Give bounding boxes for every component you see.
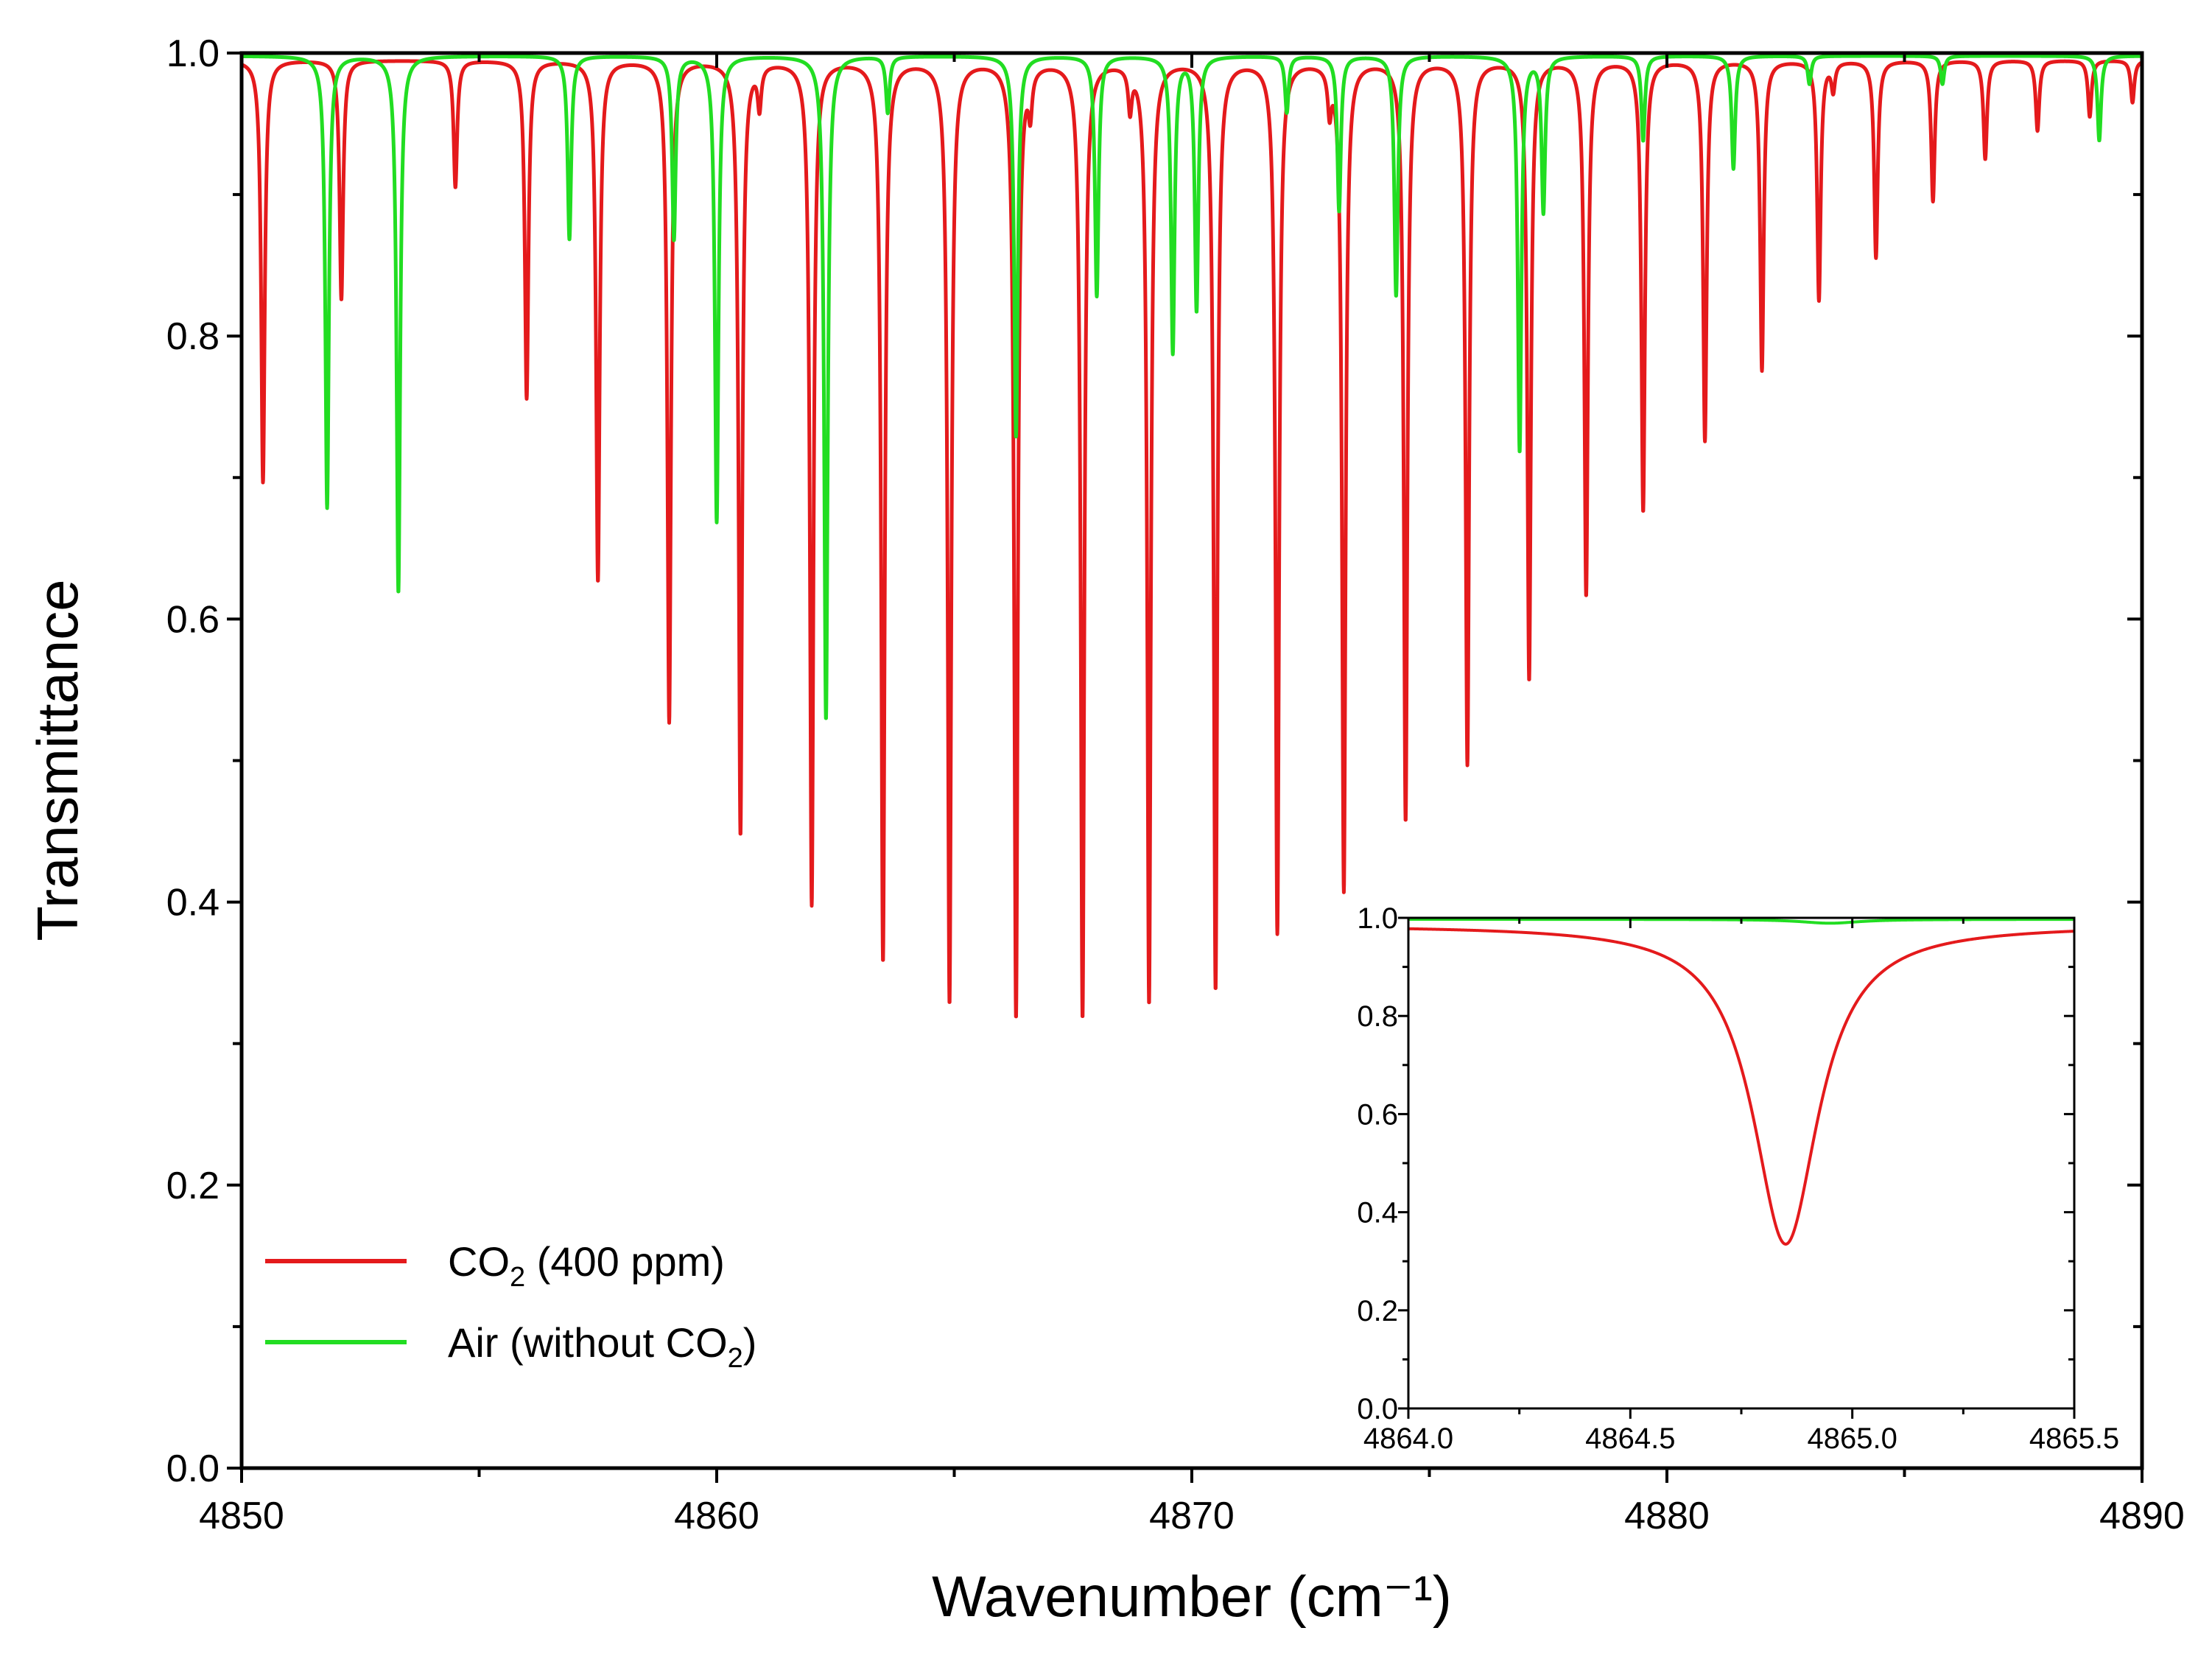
inset-x-tick-label: 4865.5 [2029, 1422, 2119, 1455]
legend-label-air: Air (without CO2) [448, 1319, 756, 1374]
inset-y-tick-label: 1.0 [1357, 902, 1398, 935]
main-series-group [242, 54, 2142, 1019]
main-y-tick-label: 1.0 [166, 32, 220, 75]
inset-x-tick-labels: 4864.0 4864.5 4865.0 4865.5 [1363, 1422, 2119, 1455]
main-ticks [227, 52, 2143, 1483]
inset-y-tick-label: 0.0 [1357, 1393, 1398, 1425]
main-x-tick-label: 4890 [2099, 1495, 2185, 1537]
inset-x-tick-label: 4864.0 [1363, 1422, 1453, 1455]
main-x-tick-label: 4850 [199, 1495, 284, 1537]
y-axis-title: Transmittance [25, 579, 90, 941]
main-x-tick-label: 4870 [1149, 1495, 1235, 1537]
inset-series-line-0 [1408, 927, 2074, 1246]
inset-x-tick-label: 4864.5 [1585, 1422, 1675, 1455]
main-plot: 4850 4860 4870 4880 4890 0.00.20.40.60.81.0 … [25, 32, 2185, 1629]
inset-ticks [1398, 916, 2076, 1419]
inset-x-tick-label: 4865.0 [1807, 1422, 1897, 1455]
main-x-tick-label: 4880 [1624, 1495, 1710, 1537]
main-series-line-0 [242, 59, 2142, 1019]
main-x-tick-labels: 4850 4860 4870 4880 4890 [199, 1495, 2185, 1537]
main-y-tick-labels: 0.0 0.2 0.4 0.6 0.8 1.0 [166, 32, 220, 1490]
legend-label-co2: CO2 (400 ppm) [448, 1238, 725, 1293]
main-y-tick-label: 0.6 [166, 598, 220, 641]
x-axis-title: Wavenumber (cm⁻¹) [932, 1564, 1452, 1629]
main-y-tick-label: 0.2 [166, 1165, 220, 1207]
inset-y-tick-labels: 0.0 0.2 0.4 0.6 0.8 1.0 [1357, 902, 1398, 1425]
legend: CO2 (400 ppm) Air (without CO2) [265, 1238, 756, 1374]
inset-plot: 4864.0 4864.5 4865.0 4865.5 0.0 0.2 0.4 0.6 0.8… [1357, 902, 2119, 1455]
inset-y-tick-label: 0.8 [1357, 1000, 1398, 1033]
inset-background [1408, 918, 2074, 1408]
main-series-line-1 [242, 54, 2142, 720]
main-y-tick-label: 0.4 [166, 882, 220, 924]
main-y-tick-label: 0.8 [166, 315, 220, 358]
main-y-tick-label: 0.0 [166, 1447, 220, 1490]
inset-y-tick-label: 0.2 [1357, 1295, 1398, 1327]
inset-y-tick-label: 0.4 [1357, 1197, 1398, 1229]
inset-y-tick-label: 0.6 [1357, 1098, 1398, 1131]
main-x-tick-label: 4860 [674, 1495, 759, 1537]
